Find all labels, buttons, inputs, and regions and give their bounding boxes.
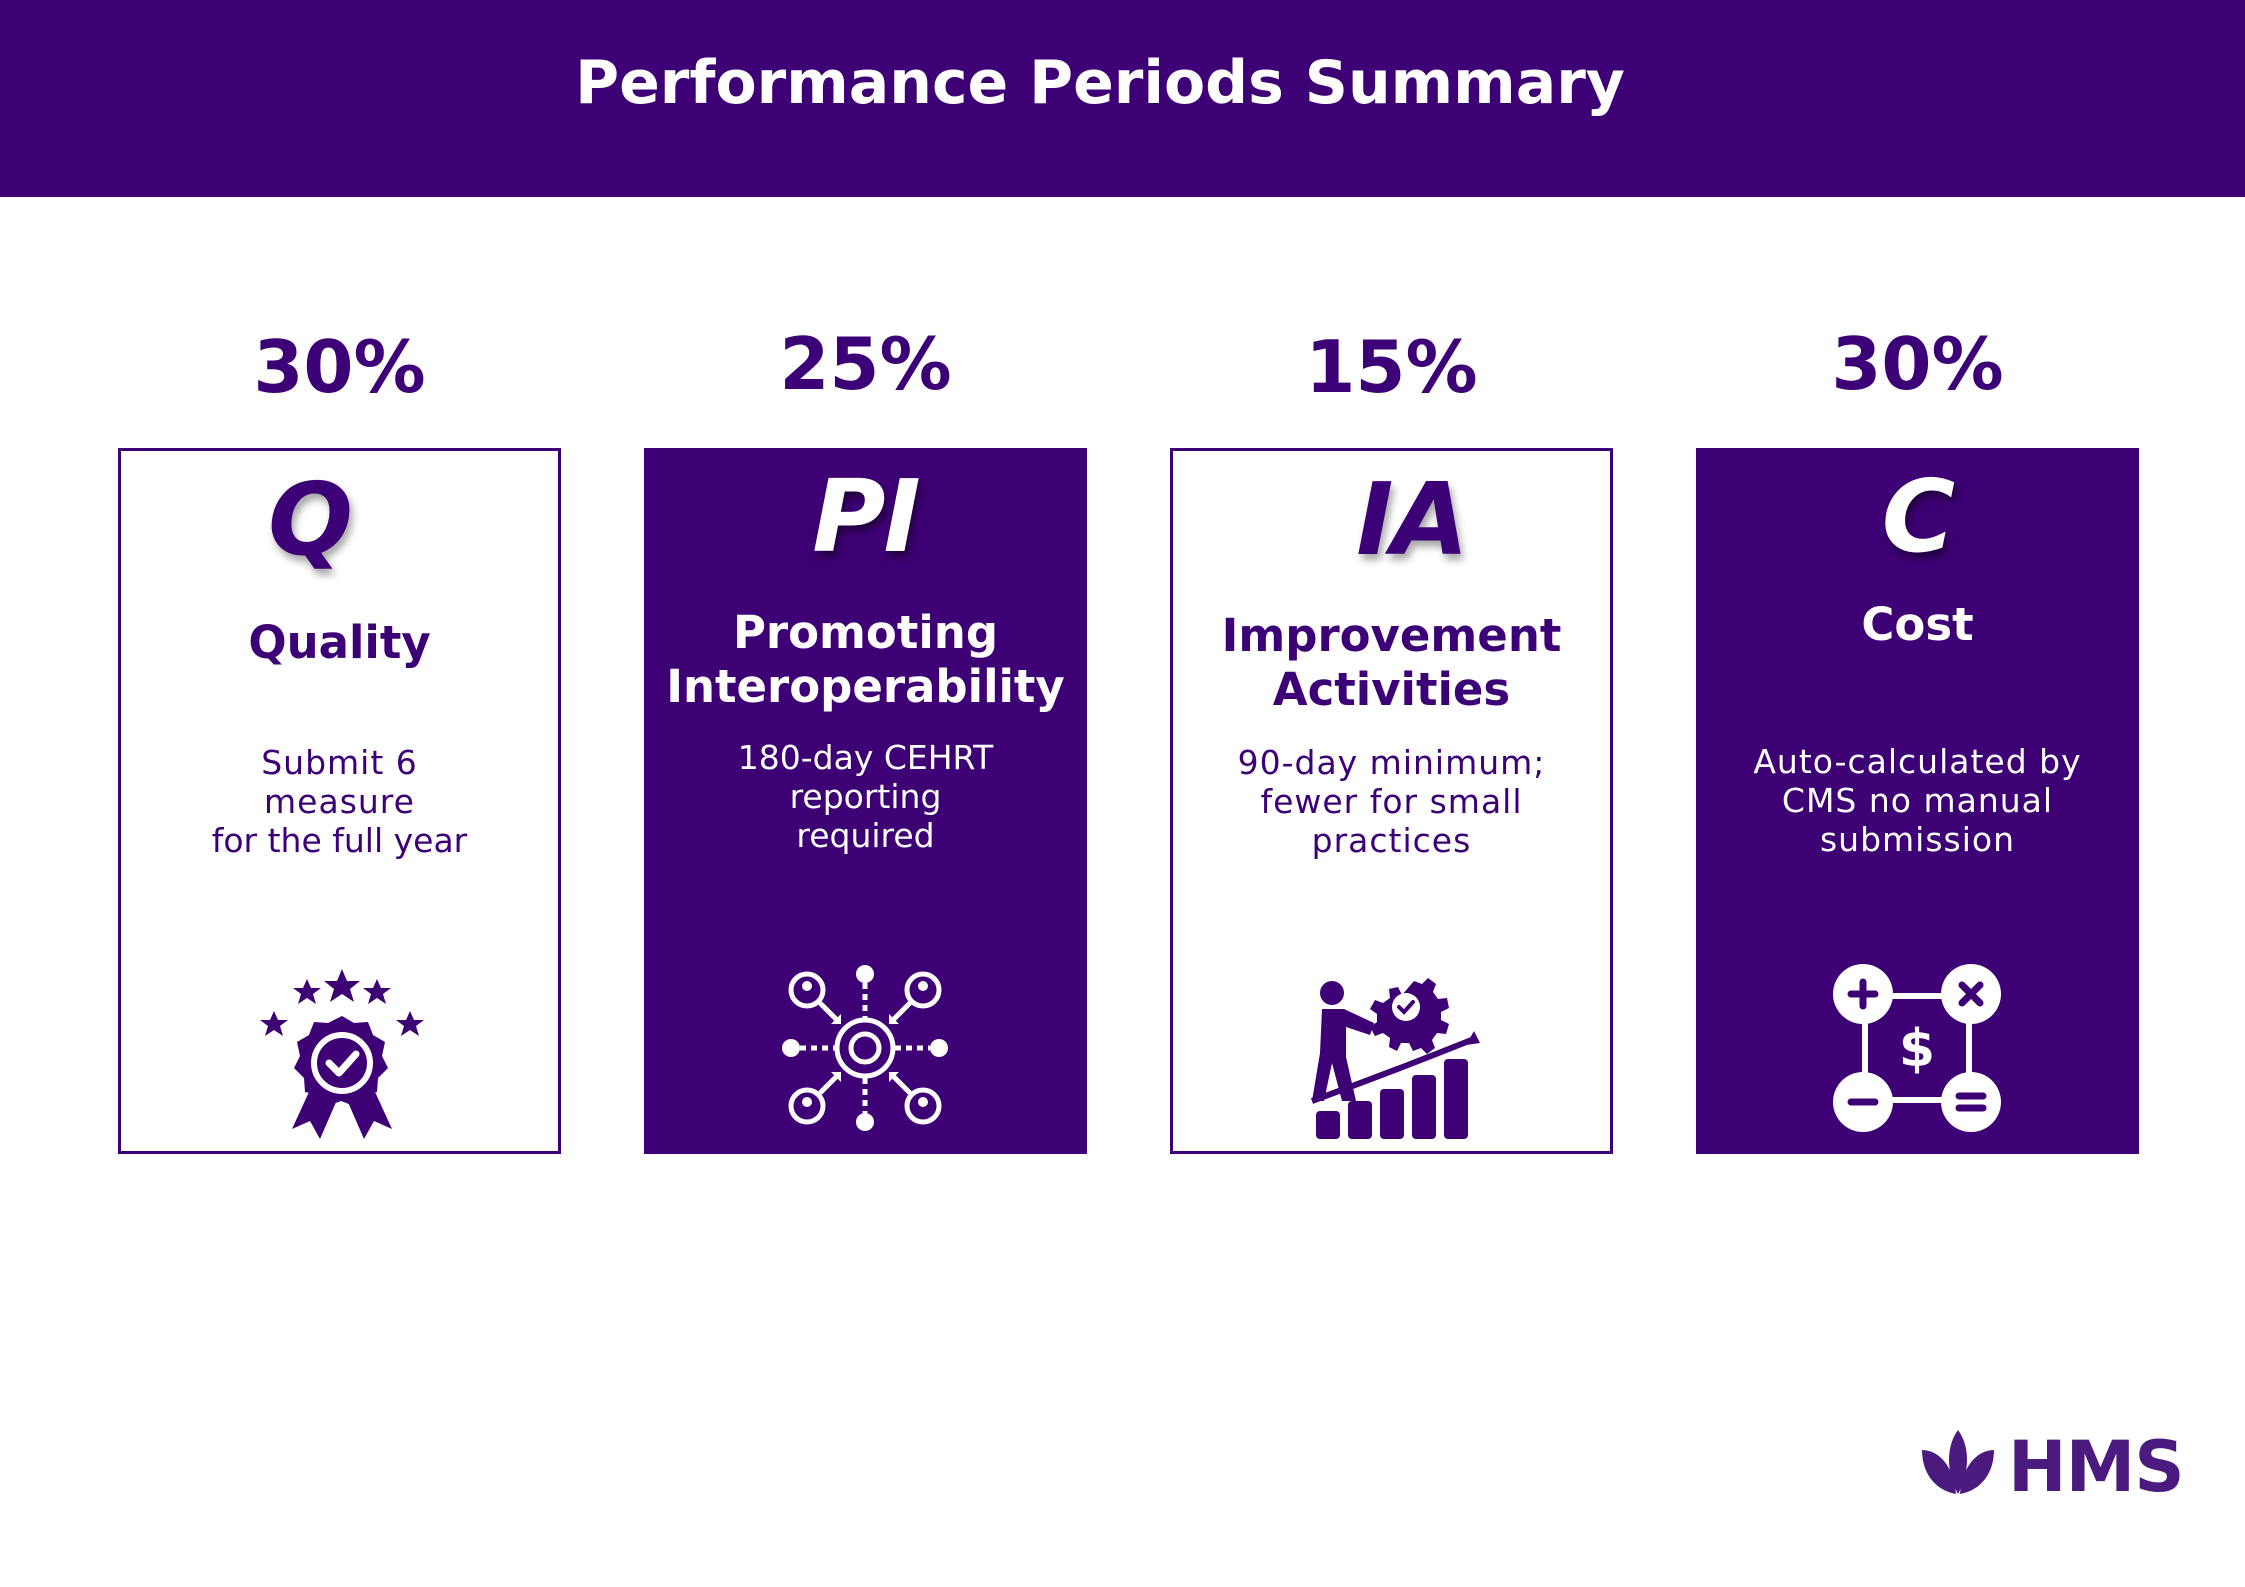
quality-percent: 30% xyxy=(253,325,426,409)
quality-abbr: Q xyxy=(267,461,353,578)
pi-card: PI Promoting Interoperability 180-day CE… xyxy=(644,448,1087,1154)
ia-title: Improvement Activities xyxy=(1221,609,1562,716)
header-banner: Performance Periods Summary xyxy=(0,0,2245,197)
cost-title: Cost xyxy=(1861,598,1974,651)
quality-description: Submit 6 measure for the full year xyxy=(211,743,468,860)
ia-description: 90-day minimum; fewer for small practice… xyxy=(1237,743,1546,860)
page-title: Performance Periods Summary xyxy=(575,48,1625,118)
pi-percent: 25% xyxy=(779,322,952,406)
quality-card: Q Quality Submit 6 measure for the full … xyxy=(118,448,561,1154)
logo-text: HMS xyxy=(2008,1426,2185,1508)
award-badge-icon xyxy=(260,969,424,1139)
hms-logo: HMS xyxy=(1918,1420,2188,1510)
network-gear-icon xyxy=(782,965,948,1131)
calculator-dollar-icon: $ xyxy=(1833,964,2001,1132)
cost-abbr: C xyxy=(1881,458,1955,575)
pi-abbr: PI xyxy=(812,458,921,575)
quality-title: Quality xyxy=(248,616,431,669)
ia-abbr: IA xyxy=(1356,461,1469,578)
pi-title: Promoting Interoperability xyxy=(666,606,1065,713)
growth-person-gear-icon xyxy=(1310,978,1480,1139)
ia-percent: 15% xyxy=(1305,325,1478,409)
pi-description: 180-day CEHRT reporting required xyxy=(737,738,994,855)
svg-text:$: $ xyxy=(1899,1019,1935,1079)
cost-percent: 30% xyxy=(1831,322,2004,406)
lotus-icon xyxy=(1922,1430,1994,1494)
cost-card: C Cost Auto-calculated by CMS no manual … xyxy=(1696,448,2139,1154)
ia-card: IA Improvement Activities 90-day minimum… xyxy=(1170,448,1613,1154)
cost-description: Auto-calculated by CMS no manual submiss… xyxy=(1753,742,2082,859)
